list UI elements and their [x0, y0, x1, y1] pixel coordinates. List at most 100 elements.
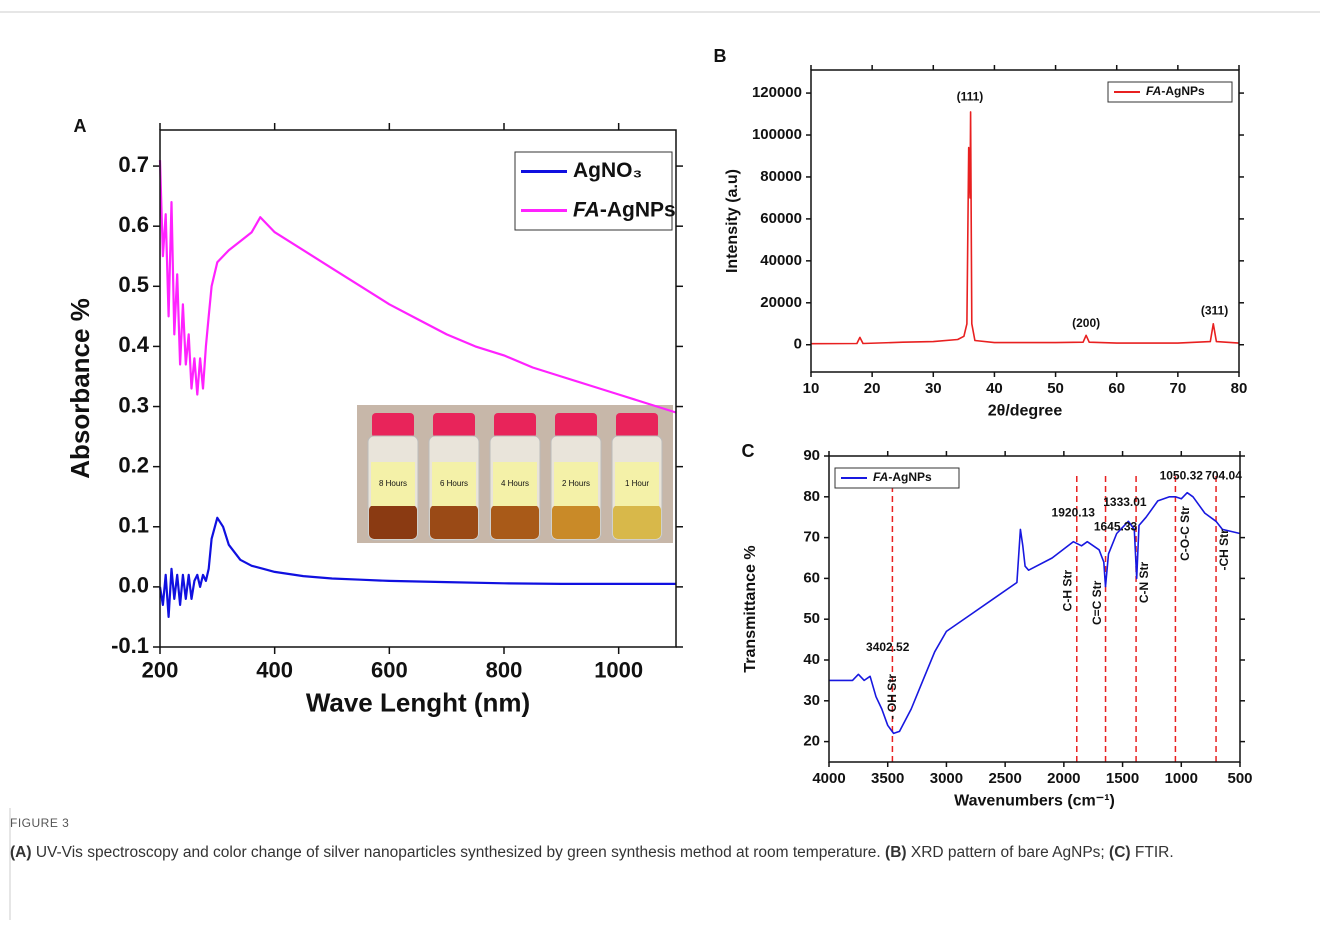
x-tick-label: 800	[486, 657, 523, 682]
y-tick-label: 50	[803, 610, 820, 627]
y-tick-label: 40	[803, 651, 820, 668]
bottle-label-text: 1 Hour	[625, 479, 649, 488]
y-tick-label: 100000	[752, 126, 802, 143]
panel-label: A	[74, 116, 87, 136]
y-tick-label: 0.2	[118, 452, 149, 477]
caption-panel-ref: (C)	[1109, 844, 1131, 861]
legend-box	[514, 151, 673, 231]
bottle-label	[493, 462, 537, 506]
y-tick-label: 90	[803, 447, 820, 464]
x-tick-label: 1000	[1165, 770, 1198, 787]
plot-frame	[810, 69, 1240, 373]
bottle-label	[554, 462, 598, 506]
x-tick-label: 40	[986, 380, 1003, 397]
x-tick-label: 4000	[812, 770, 845, 787]
x-tick-label: 10	[803, 380, 820, 397]
y-tick-label: 0	[794, 336, 802, 353]
bottle-label-text: 8 Hours	[379, 479, 407, 488]
x-tick-label: 60	[1108, 380, 1125, 397]
bottle-cap	[555, 413, 597, 438]
y-tick-label: 20	[803, 733, 820, 750]
y-tick-label: 80000	[760, 168, 802, 185]
figure-label: FIGURE 3	[10, 816, 70, 830]
x-tick-label: 30	[925, 380, 942, 397]
annotation: C-H Str	[1061, 570, 1075, 612]
annotation: 1050.32	[1160, 469, 1204, 483]
x-tick-label: 70	[1170, 380, 1187, 397]
y-tick-label: 0.3	[118, 392, 149, 417]
x-tick-label: 50	[1047, 380, 1064, 397]
caption-text: FTIR.	[1130, 844, 1174, 861]
y-tick-label: 0.6	[118, 212, 149, 237]
annotation: 1920.13	[1052, 505, 1096, 519]
plot-frame	[828, 455, 1241, 763]
x-tick-label: 3000	[930, 770, 963, 787]
panel-label: B	[714, 46, 727, 66]
y-tick-label: 40000	[760, 252, 802, 269]
liquid	[491, 505, 539, 539]
y-tick-label: 0.0	[118, 573, 149, 598]
x-tick-label: 20	[864, 380, 881, 397]
x-tick-label: 500	[1227, 770, 1252, 787]
annotation: 3402.52	[866, 640, 910, 654]
legend-box	[834, 467, 960, 489]
y-tick-label: 0.5	[118, 272, 149, 297]
series-line	[810, 111, 1240, 345]
y-axis-label: Absorbance %	[65, 298, 95, 479]
bottle-label-text: 6 Hours	[440, 479, 468, 488]
y-axis-label: Transmittance %	[742, 545, 759, 672]
y-tick-label: 60	[803, 569, 820, 586]
x-tick-label: 1500	[1106, 770, 1139, 787]
x-tick-label: 600	[371, 657, 408, 682]
y-tick-label: 80	[803, 488, 820, 505]
series-line	[158, 160, 677, 414]
y-tick-label: 0.1	[118, 513, 149, 538]
y-tick-label: 70	[803, 529, 820, 546]
y-tick-label: 20000	[760, 294, 802, 311]
y-tick-label: -0.1	[111, 633, 149, 658]
bottle-cap	[372, 413, 414, 438]
annotation: C-N Str	[1137, 561, 1151, 603]
caption-text: UV-Vis spectroscopy and color change of …	[31, 844, 886, 861]
annotation: -CH Str	[1217, 529, 1231, 571]
bottle-label-text: 4 Hours	[501, 479, 529, 488]
plot-frame	[159, 129, 677, 648]
bottle-label-text: 2 Hours	[562, 479, 590, 488]
panel-label: C	[742, 441, 755, 461]
annotation: (200)	[1072, 316, 1100, 330]
inset-photo: 8 Hours 6 Hours 4 Hours 2 Hours 1 Hour	[357, 405, 673, 543]
legend-box	[1107, 81, 1233, 103]
liquid	[552, 505, 600, 539]
bottle-label	[432, 462, 476, 506]
y-axis-label: Intensity (a.u)	[724, 169, 741, 273]
series-line	[829, 491, 1241, 735]
x-tick-label: 2000	[1047, 770, 1080, 787]
y-tick-label: 0.7	[118, 152, 149, 177]
x-tick-label: 400	[256, 657, 293, 682]
bottle-cap	[433, 413, 475, 438]
x-axis-label: Wave Lenght (nm)	[306, 687, 530, 717]
caption: (A) UV-Vis spectroscopy and color change…	[10, 842, 1300, 863]
annotation: 1645.33	[1094, 520, 1138, 534]
legend-label: FA-AgNPs	[873, 470, 932, 484]
y-tick-label: 120000	[752, 84, 802, 101]
y-tick-label: 0.4	[118, 332, 149, 357]
bottle-cap	[494, 413, 536, 438]
liquid	[369, 505, 417, 539]
bottle-label	[615, 462, 659, 506]
caption-panel-ref: (B)	[885, 844, 907, 861]
x-tick-label: 1000	[594, 657, 643, 682]
annotation: - OH Str	[885, 674, 899, 720]
annotation: C=C Str	[1090, 580, 1104, 625]
caption-text: XRD pattern of bare AgNPs;	[906, 844, 1110, 861]
y-tick-label: 30	[803, 692, 820, 709]
x-tick-label: 200	[142, 657, 179, 682]
x-tick-label: 3500	[871, 770, 904, 787]
liquid	[430, 505, 478, 539]
x-axis-label: Wavenumbers (cm⁻¹)	[954, 793, 1115, 810]
legend-label: FA-AgNPs	[573, 198, 676, 221]
legend-label: FA-AgNPs	[1146, 84, 1205, 98]
bottle-label	[371, 462, 415, 506]
